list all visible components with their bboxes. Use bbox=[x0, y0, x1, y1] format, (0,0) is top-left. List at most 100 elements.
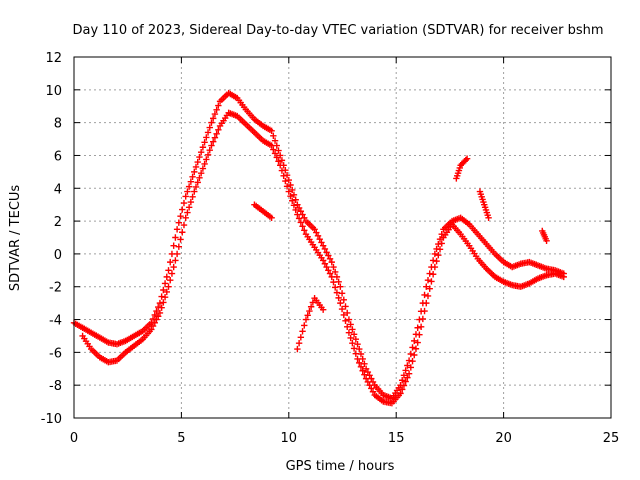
data-point bbox=[283, 183, 291, 190]
data-point bbox=[313, 229, 320, 236]
data-point bbox=[278, 167, 286, 174]
data-point bbox=[204, 151, 212, 158]
data-point bbox=[424, 292, 432, 300]
y-tick-label: -8 bbox=[49, 379, 62, 394]
data-point bbox=[194, 158, 201, 166]
data-point bbox=[350, 345, 358, 352]
data-point bbox=[301, 227, 308, 234]
data-point bbox=[294, 211, 301, 218]
data-point bbox=[436, 235, 444, 243]
data-point bbox=[203, 156, 210, 163]
data-point bbox=[153, 316, 160, 323]
data-point bbox=[463, 155, 471, 162]
data-point bbox=[299, 328, 306, 335]
data-point bbox=[280, 172, 287, 180]
data-point bbox=[275, 158, 282, 165]
data-point bbox=[189, 173, 196, 180]
data-point bbox=[295, 215, 303, 222]
data-point bbox=[153, 307, 160, 315]
x-axis-label: GPS time / hours bbox=[286, 459, 395, 474]
data-point bbox=[206, 124, 213, 131]
data-point bbox=[302, 316, 310, 323]
x-tick-label: 5 bbox=[177, 431, 185, 446]
data-point bbox=[155, 313, 162, 320]
data-point bbox=[213, 106, 220, 114]
data-point bbox=[356, 359, 363, 367]
data-point bbox=[165, 283, 172, 290]
data-point bbox=[325, 267, 332, 274]
data-point bbox=[194, 179, 201, 186]
data-point bbox=[431, 263, 439, 271]
data-point bbox=[277, 162, 284, 169]
data-point bbox=[203, 134, 210, 141]
data-points bbox=[70, 89, 567, 407]
y-tick-label: 2 bbox=[54, 215, 62, 230]
data-point bbox=[172, 234, 179, 241]
data-point bbox=[361, 360, 368, 368]
data-point bbox=[290, 202, 298, 209]
series-segment-g bbox=[539, 227, 550, 244]
x-tick-label: 0 bbox=[70, 431, 78, 446]
data-point bbox=[345, 329, 353, 336]
data-point bbox=[426, 285, 433, 292]
data-point bbox=[289, 186, 296, 194]
data-point bbox=[270, 146, 277, 153]
data-point bbox=[354, 355, 361, 363]
series-segment-e bbox=[453, 155, 471, 182]
data-point bbox=[560, 273, 567, 281]
data-point bbox=[285, 176, 292, 184]
data-point bbox=[429, 271, 437, 278]
data-point bbox=[407, 350, 415, 358]
data-point bbox=[287, 181, 294, 189]
data-point bbox=[271, 150, 279, 157]
data-point bbox=[330, 263, 337, 271]
data-point bbox=[160, 286, 167, 294]
data-point bbox=[173, 226, 181, 233]
data-point bbox=[323, 249, 330, 256]
data-point bbox=[163, 288, 170, 296]
data-point bbox=[402, 367, 409, 374]
data-point bbox=[185, 183, 193, 190]
data-point bbox=[211, 134, 219, 141]
data-point bbox=[211, 110, 219, 118]
data-point bbox=[175, 219, 183, 226]
data-point bbox=[287, 192, 294, 200]
data-point bbox=[270, 132, 277, 139]
data-point bbox=[165, 267, 172, 274]
data-point bbox=[421, 307, 428, 315]
data-point bbox=[433, 257, 440, 265]
data-point bbox=[347, 334, 354, 342]
data-point bbox=[151, 319, 158, 327]
data-point bbox=[344, 309, 351, 317]
series-segment-c bbox=[251, 201, 275, 222]
data-point bbox=[399, 377, 406, 384]
data-point bbox=[328, 273, 335, 281]
data-point bbox=[189, 193, 196, 201]
x-tick-labels: 0 5 10 15 20 25 bbox=[70, 431, 619, 446]
data-point bbox=[167, 276, 174, 284]
data-point bbox=[187, 178, 195, 185]
data-point bbox=[301, 322, 308, 329]
data-point bbox=[204, 129, 212, 136]
data-point bbox=[295, 204, 303, 212]
data-point bbox=[209, 138, 217, 145]
series-segment-f bbox=[476, 188, 492, 222]
y-tick-label: -4 bbox=[49, 314, 62, 329]
data-point bbox=[362, 365, 370, 372]
data-point bbox=[297, 219, 305, 226]
data-point bbox=[331, 268, 339, 276]
data-point bbox=[335, 294, 342, 302]
data-point bbox=[323, 263, 330, 271]
data-point bbox=[285, 188, 292, 195]
data-point bbox=[352, 350, 360, 357]
data-point bbox=[344, 323, 351, 330]
data-point bbox=[151, 311, 158, 319]
x-tick-label: 20 bbox=[495, 431, 512, 446]
data-point bbox=[340, 311, 347, 319]
data-point bbox=[435, 252, 442, 259]
data-point bbox=[295, 339, 303, 347]
data-point bbox=[179, 229, 186, 236]
data-point bbox=[543, 237, 550, 244]
data-point bbox=[170, 242, 177, 249]
